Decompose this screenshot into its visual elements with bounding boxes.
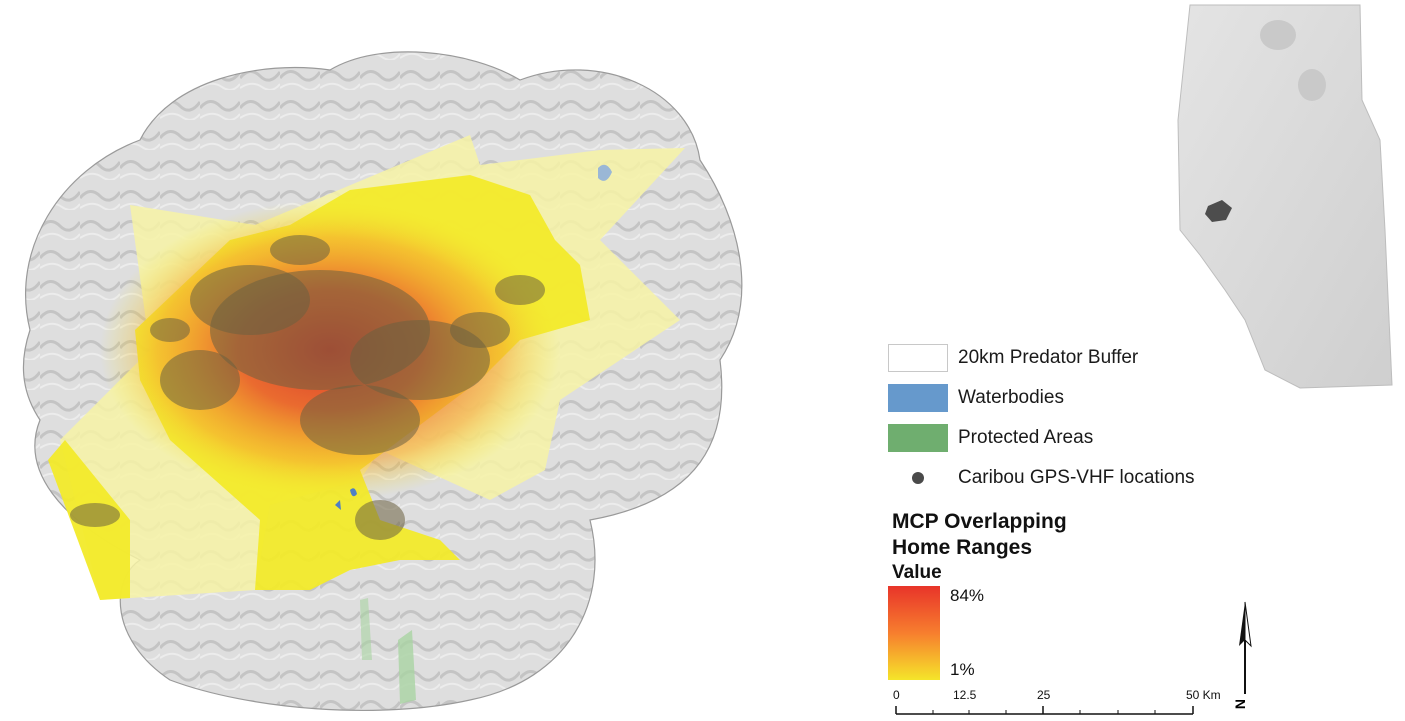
- inset-province: [1177, 4, 1393, 389]
- ramp-low-label: 1%: [950, 660, 975, 679]
- inset-map: [1177, 4, 1393, 389]
- waterbody: [350, 488, 357, 497]
- waterbodies-swatch: [888, 384, 948, 412]
- waterbody: [598, 164, 612, 181]
- legend-label: Waterbodies: [958, 387, 1064, 408]
- north-label: N: [1232, 698, 1249, 710]
- legend-label: 20km Predator Buffer: [958, 347, 1139, 368]
- scale-tick-label: 25: [1037, 688, 1051, 702]
- north-arrow-icon: [1239, 601, 1252, 694]
- waterbody: [335, 500, 341, 510]
- north-arrow: N: [1230, 600, 1260, 716]
- legend-title-line2: Home Ranges: [892, 536, 1033, 559]
- legend-label: Protected Areas: [958, 427, 1094, 448]
- legend-label: Caribou GPS-VHF locations: [958, 467, 1195, 488]
- scale-tick-label: 12.5: [953, 688, 977, 702]
- protected-area: [398, 630, 416, 704]
- legend-value-label: Value: [892, 562, 942, 583]
- inset-lake: [1298, 69, 1326, 101]
- scale-tick-label: 0: [893, 688, 900, 702]
- scale-tick-label: 50 Km: [1186, 688, 1221, 702]
- protected-areas-swatch: [888, 424, 948, 452]
- caribou-locations: [70, 235, 545, 540]
- protected-area: [360, 598, 372, 660]
- scale-bar-line: [895, 706, 1194, 715]
- predator-buffer-swatch: [888, 344, 948, 372]
- color-ramp: [888, 586, 940, 680]
- inset-lake: [1260, 20, 1296, 50]
- inset-study-area: [1205, 200, 1232, 222]
- scale-bar: 0 12.5 25 50 Km: [893, 688, 1223, 718]
- legend-title-line1: MCP Overlapping: [892, 510, 1067, 533]
- caribou-location-dot: [912, 472, 924, 484]
- ramp-high-label: 84%: [950, 586, 985, 605]
